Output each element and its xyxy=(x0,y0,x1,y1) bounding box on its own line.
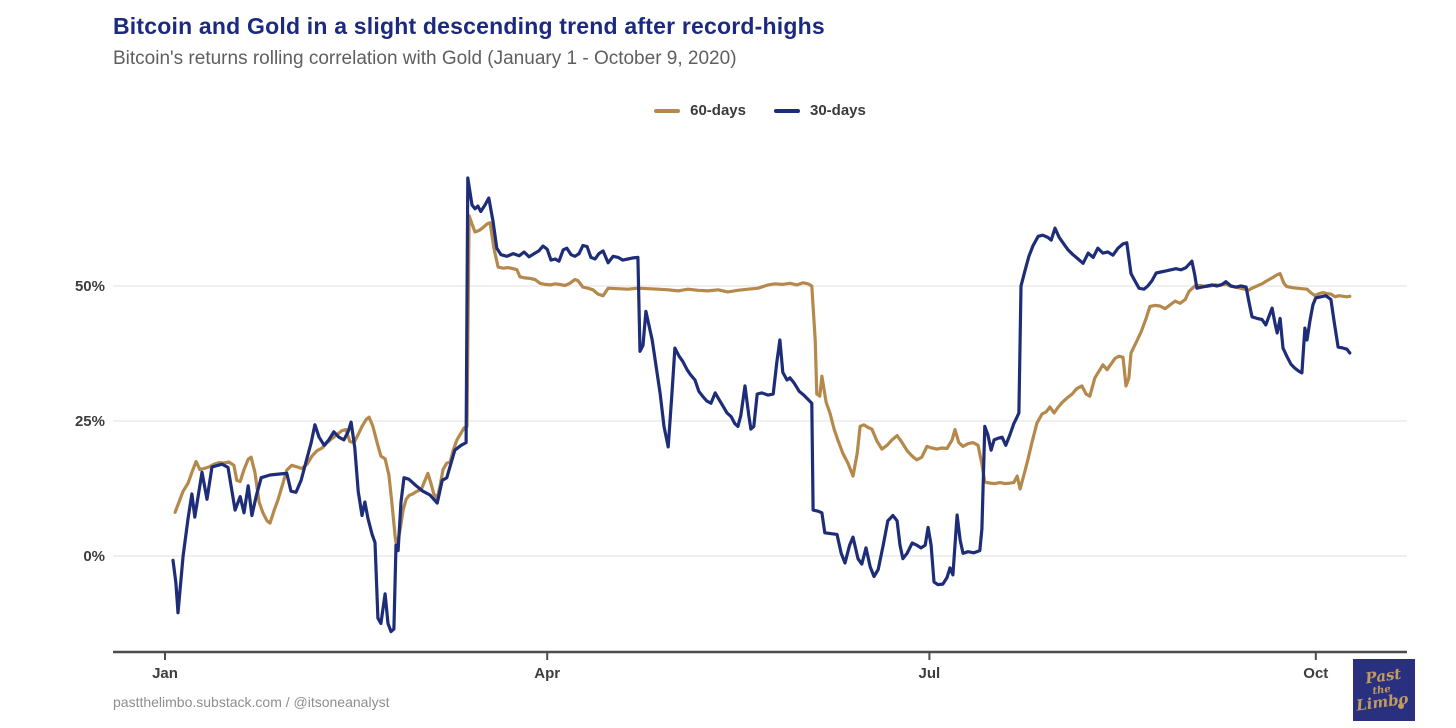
y-tick-label-50%: 50% xyxy=(75,278,105,295)
page-subtitle: Bitcoin's returns rolling correlation wi… xyxy=(113,48,737,69)
svg-text:the: the xyxy=(1372,684,1392,697)
svg-text:Past: Past xyxy=(1363,665,1402,688)
x-tick-label-Oct: Oct xyxy=(1303,665,1328,682)
x-tick-label-Jul: Jul xyxy=(919,665,941,682)
logo-background xyxy=(1353,659,1415,721)
x-tick-label-Jan: Jan xyxy=(152,665,178,682)
chart-legend: 60-days 30-days xyxy=(113,102,1407,119)
y-tick-label-25%: 25% xyxy=(75,413,105,430)
legend-label: 30-days xyxy=(810,102,866,119)
logo-dot xyxy=(1398,703,1404,709)
legend-swatch-30-days xyxy=(774,108,800,113)
y-tick-label-0%: 0% xyxy=(83,548,105,565)
series-line-60-days xyxy=(173,214,1352,550)
credit-line: pastthelimbo.substack.com / @itsoneanaly… xyxy=(113,694,390,710)
legend-swatch-60-days xyxy=(654,108,681,113)
series-line-30-days xyxy=(171,176,1352,634)
x-tick-label-Apr: Apr xyxy=(534,665,560,682)
legend-label: 60-days xyxy=(690,102,746,119)
logo-badge: Past the Limbo xyxy=(1353,659,1415,721)
legend-item-30-days: 30-days xyxy=(774,102,866,119)
legend-item-60-days: 60-days xyxy=(654,102,746,119)
past-the-limbo-logo: Past the Limbo xyxy=(1353,659,1415,721)
page-title: Bitcoin and Gold in a slight descending … xyxy=(113,13,825,39)
